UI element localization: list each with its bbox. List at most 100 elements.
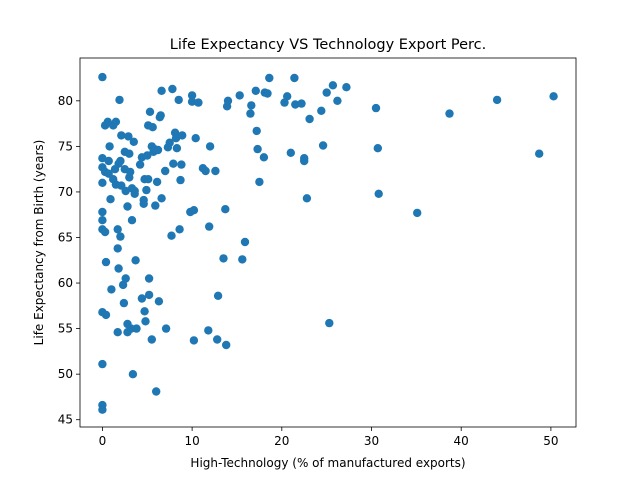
data-point bbox=[147, 335, 156, 344]
data-point bbox=[118, 280, 128, 290]
data-point bbox=[144, 290, 154, 300]
x-tick-label: 0 bbox=[99, 434, 107, 448]
data-point bbox=[141, 317, 150, 326]
data-point bbox=[139, 199, 148, 208]
data-point bbox=[157, 86, 166, 96]
data-point bbox=[111, 117, 121, 127]
x-tick-label: 10 bbox=[184, 434, 199, 448]
data-point bbox=[152, 177, 162, 187]
y-axis-label: Life Expectancy from Birth (years) bbox=[32, 140, 46, 346]
data-point bbox=[247, 101, 256, 110]
data-point bbox=[175, 225, 184, 234]
data-point bbox=[113, 244, 122, 253]
data-point bbox=[325, 318, 334, 328]
data-point bbox=[165, 138, 174, 147]
y-tick-label: 70 bbox=[58, 185, 73, 199]
data-point bbox=[213, 335, 222, 344]
data-point bbox=[318, 141, 328, 150]
data-point bbox=[194, 98, 203, 107]
data-point bbox=[222, 340, 231, 350]
data-point bbox=[123, 202, 132, 211]
data-point bbox=[116, 156, 125, 166]
data-point bbox=[152, 387, 161, 396]
data-point bbox=[492, 95, 502, 105]
y-tick-label: 60 bbox=[58, 276, 73, 290]
data-point bbox=[157, 194, 166, 203]
data-point bbox=[132, 324, 141, 333]
data-point bbox=[144, 274, 154, 283]
data-point bbox=[98, 207, 107, 217]
data-point bbox=[374, 189, 383, 198]
data-point bbox=[126, 167, 135, 177]
data-point bbox=[143, 151, 152, 160]
data-point bbox=[153, 145, 163, 155]
data-point bbox=[371, 103, 381, 113]
plot-frame bbox=[79, 57, 577, 428]
data-point bbox=[113, 225, 122, 234]
data-point bbox=[549, 92, 558, 101]
data-point bbox=[291, 100, 300, 109]
data-point bbox=[115, 95, 124, 105]
data-point bbox=[129, 137, 138, 146]
data-point bbox=[178, 131, 187, 140]
data-point bbox=[235, 91, 244, 100]
data-point bbox=[106, 195, 115, 204]
data-point bbox=[342, 83, 351, 92]
data-point bbox=[128, 370, 138, 379]
data-point bbox=[219, 254, 228, 263]
data-point bbox=[322, 88, 331, 97]
data-point bbox=[283, 92, 292, 101]
data-point bbox=[140, 307, 149, 316]
data-point bbox=[144, 175, 153, 184]
data-point bbox=[127, 216, 137, 225]
y-axis-ticks: 45 50 55 60 65 70 75 80 bbox=[58, 94, 80, 427]
data-point bbox=[130, 189, 139, 198]
data-point bbox=[300, 156, 309, 166]
y-tick-label: 45 bbox=[58, 413, 73, 427]
data-point bbox=[161, 324, 171, 333]
y-tick-label: 65 bbox=[58, 230, 73, 244]
x-axis-label: High-Technology (% of manufactured expor… bbox=[190, 456, 465, 470]
data-point bbox=[121, 186, 130, 196]
data-point bbox=[176, 175, 185, 185]
data-point bbox=[286, 148, 295, 157]
data-point bbox=[101, 257, 111, 267]
data-point bbox=[373, 144, 382, 153]
data-point bbox=[305, 114, 314, 124]
x-tick-label: 20 bbox=[274, 434, 289, 448]
data-point bbox=[189, 336, 199, 345]
data-point bbox=[204, 326, 213, 335]
data-point bbox=[280, 98, 289, 107]
data-point bbox=[205, 142, 215, 151]
data-point bbox=[297, 99, 306, 108]
data-point bbox=[117, 131, 126, 140]
data-point bbox=[116, 232, 125, 241]
data-point bbox=[259, 153, 269, 162]
data-point bbox=[253, 144, 262, 154]
data-point bbox=[187, 91, 197, 100]
data-point bbox=[98, 154, 107, 163]
data-point bbox=[148, 123, 157, 132]
data-point bbox=[174, 95, 183, 105]
data-point bbox=[211, 166, 220, 176]
data-point bbox=[191, 134, 200, 143]
data-point bbox=[317, 106, 326, 116]
data-point bbox=[189, 206, 199, 215]
data-point bbox=[124, 132, 133, 141]
data-point bbox=[252, 126, 261, 136]
data-point bbox=[167, 231, 176, 240]
x-axis-ticks: 0 10 20 30 40 50 bbox=[99, 427, 559, 448]
data-point bbox=[255, 177, 264, 187]
data-point bbox=[104, 156, 113, 166]
data-point bbox=[105, 142, 114, 151]
data-point bbox=[113, 328, 122, 337]
data-point bbox=[413, 208, 422, 218]
data-point bbox=[265, 73, 274, 83]
data-point bbox=[169, 159, 178, 168]
data-point bbox=[156, 111, 165, 120]
data-point bbox=[213, 291, 223, 300]
data-point bbox=[445, 109, 454, 118]
